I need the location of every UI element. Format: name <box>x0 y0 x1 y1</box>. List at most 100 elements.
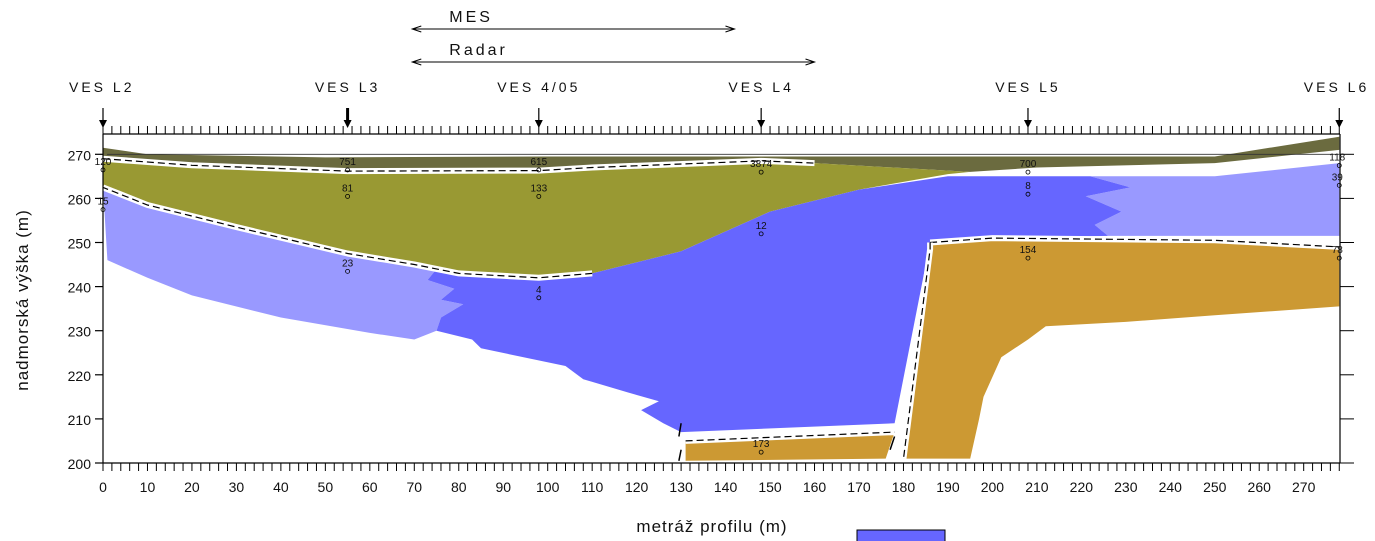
sounding-arrow-head <box>343 120 352 128</box>
sample-point <box>1336 255 1342 261</box>
resistivity-label: 133 <box>530 183 547 194</box>
x-tick-label: 100 <box>536 479 560 495</box>
x-tick-label: 80 <box>451 479 467 495</box>
resistivity-label: 700 <box>1020 159 1037 170</box>
sample-point <box>1336 182 1342 188</box>
y-tick-label: 260 <box>68 191 92 207</box>
labels-group: 120 15 751 81 23 615 133 4 3874 12 700 8 154 173 118 39… <box>95 153 1346 455</box>
resistivity-label: 23 <box>342 258 354 269</box>
x-tick-label: 0 <box>99 479 107 495</box>
x-tick-label: 210 <box>1025 479 1049 495</box>
methods-group: MES Radar <box>410 9 817 66</box>
resistivity-label: 615 <box>530 157 547 168</box>
interface-line <box>102 186 593 279</box>
resistivity-label: 4 <box>536 285 542 296</box>
sample-point <box>1336 163 1342 168</box>
sample-point <box>100 167 106 173</box>
sounding-arrow-head <box>1335 120 1344 128</box>
sample-point <box>345 193 350 199</box>
x-tick-label: 30 <box>229 479 245 495</box>
resistivity-label: 12 <box>756 221 768 232</box>
interface-line <box>902 242 931 459</box>
interfaces-group <box>101 155 1340 461</box>
fault-mark <box>889 436 896 451</box>
y-tick-label: 230 <box>68 324 92 340</box>
sample-point <box>1025 255 1031 261</box>
sample-point <box>536 167 542 173</box>
sounding-arrow-head <box>534 120 543 128</box>
layer-olive <box>103 158 971 278</box>
resistivity-label: 8 <box>1025 181 1031 192</box>
x-tick-label: 120 <box>625 479 649 495</box>
y-tick-label: 270 <box>68 147 92 163</box>
resistivity-label: 78 <box>1332 245 1344 256</box>
y-tick-label: 250 <box>68 236 92 252</box>
y-tick-label: 240 <box>68 280 92 296</box>
y-axis-title: nadmorská výška (m) <box>13 209 32 390</box>
sample-point <box>758 169 764 175</box>
plot-frame <box>102 133 1341 464</box>
x-axis-title: metráž profilu (m) <box>636 517 787 536</box>
layer-light-blue-right <box>1085 163 1340 236</box>
x-tick-label: 40 <box>273 479 289 495</box>
resistivity-label: 39 <box>1332 172 1344 183</box>
resistivity-label: 15 <box>97 197 109 208</box>
sounding-arrow-head <box>1023 120 1032 128</box>
resistivity-label: 81 <box>342 183 354 194</box>
sounding-arrow-head <box>757 120 766 128</box>
method-range-label: Radar <box>449 42 508 59</box>
sample-point <box>100 207 106 213</box>
sounding-label: VES L4 <box>728 79 793 95</box>
x-tick-label: 230 <box>1114 479 1138 495</box>
x-tick-label: 260 <box>1248 479 1272 495</box>
soundings-group: VES L2 VES L3 VES 4/05 VES L4 VES L5 VES L6 <box>69 79 1366 128</box>
x-tick-label: 220 <box>1070 479 1094 495</box>
sample-point <box>758 449 764 455</box>
x-tick-label: 240 <box>1159 479 1183 495</box>
x-tick-label: 160 <box>803 479 827 495</box>
x-tick-label: 250 <box>1203 479 1227 495</box>
x-tick-label: 60 <box>362 479 378 495</box>
x-tick-label: 140 <box>714 479 738 495</box>
x-tick-label: 190 <box>936 479 960 495</box>
interface-line <box>930 237 1340 248</box>
resistivity-label: 120 <box>95 157 112 168</box>
x-tick-label: 90 <box>495 479 511 495</box>
sounding-label: VES L2 <box>69 79 134 95</box>
resistivity-label: 118 <box>1329 153 1345 164</box>
sample-point <box>758 231 764 237</box>
x-tick-label: 180 <box>892 479 916 495</box>
x-tick-label: 170 <box>847 479 871 495</box>
x-tick-label: 130 <box>669 479 693 495</box>
sample-point <box>345 167 350 173</box>
resistivity-label: 751 <box>339 157 356 168</box>
x-tick-label: 110 <box>581 479 604 495</box>
x-tick-label: 70 <box>407 479 423 495</box>
sample-point <box>1025 169 1031 175</box>
layer-top <box>103 136 1340 172</box>
sample-point <box>536 193 542 199</box>
x-tick-label: 50 <box>318 479 334 495</box>
layer-light-blue <box>103 187 464 340</box>
method-range-label: MES <box>449 9 493 26</box>
method-arrow-left <box>410 25 422 33</box>
fault-mark <box>678 449 682 461</box>
x-tick-label: 200 <box>981 479 1005 495</box>
resistivity-label: 154 <box>1020 245 1037 256</box>
sounding-arrow-head <box>99 120 107 128</box>
method-arrow-right <box>725 25 737 33</box>
y-tick-label: 200 <box>68 456 92 472</box>
method-arrow-left <box>410 58 422 66</box>
legend-swatch-blue <box>856 529 946 541</box>
x-tick-label: 150 <box>758 479 782 495</box>
fault-mark <box>678 423 682 437</box>
interface-line <box>685 431 895 442</box>
y-tick-label: 220 <box>68 368 92 384</box>
sample-point <box>345 268 350 274</box>
layers-group <box>103 136 1340 461</box>
x-tick-label: 270 <box>1292 479 1316 495</box>
ticks-group: 0 10 20 30 40 50 60 70 80 90 100 110 120 130 140 150 160… <box>68 126 1354 495</box>
y-tick-label: 210 <box>68 412 92 428</box>
interface-line <box>102 158 815 172</box>
